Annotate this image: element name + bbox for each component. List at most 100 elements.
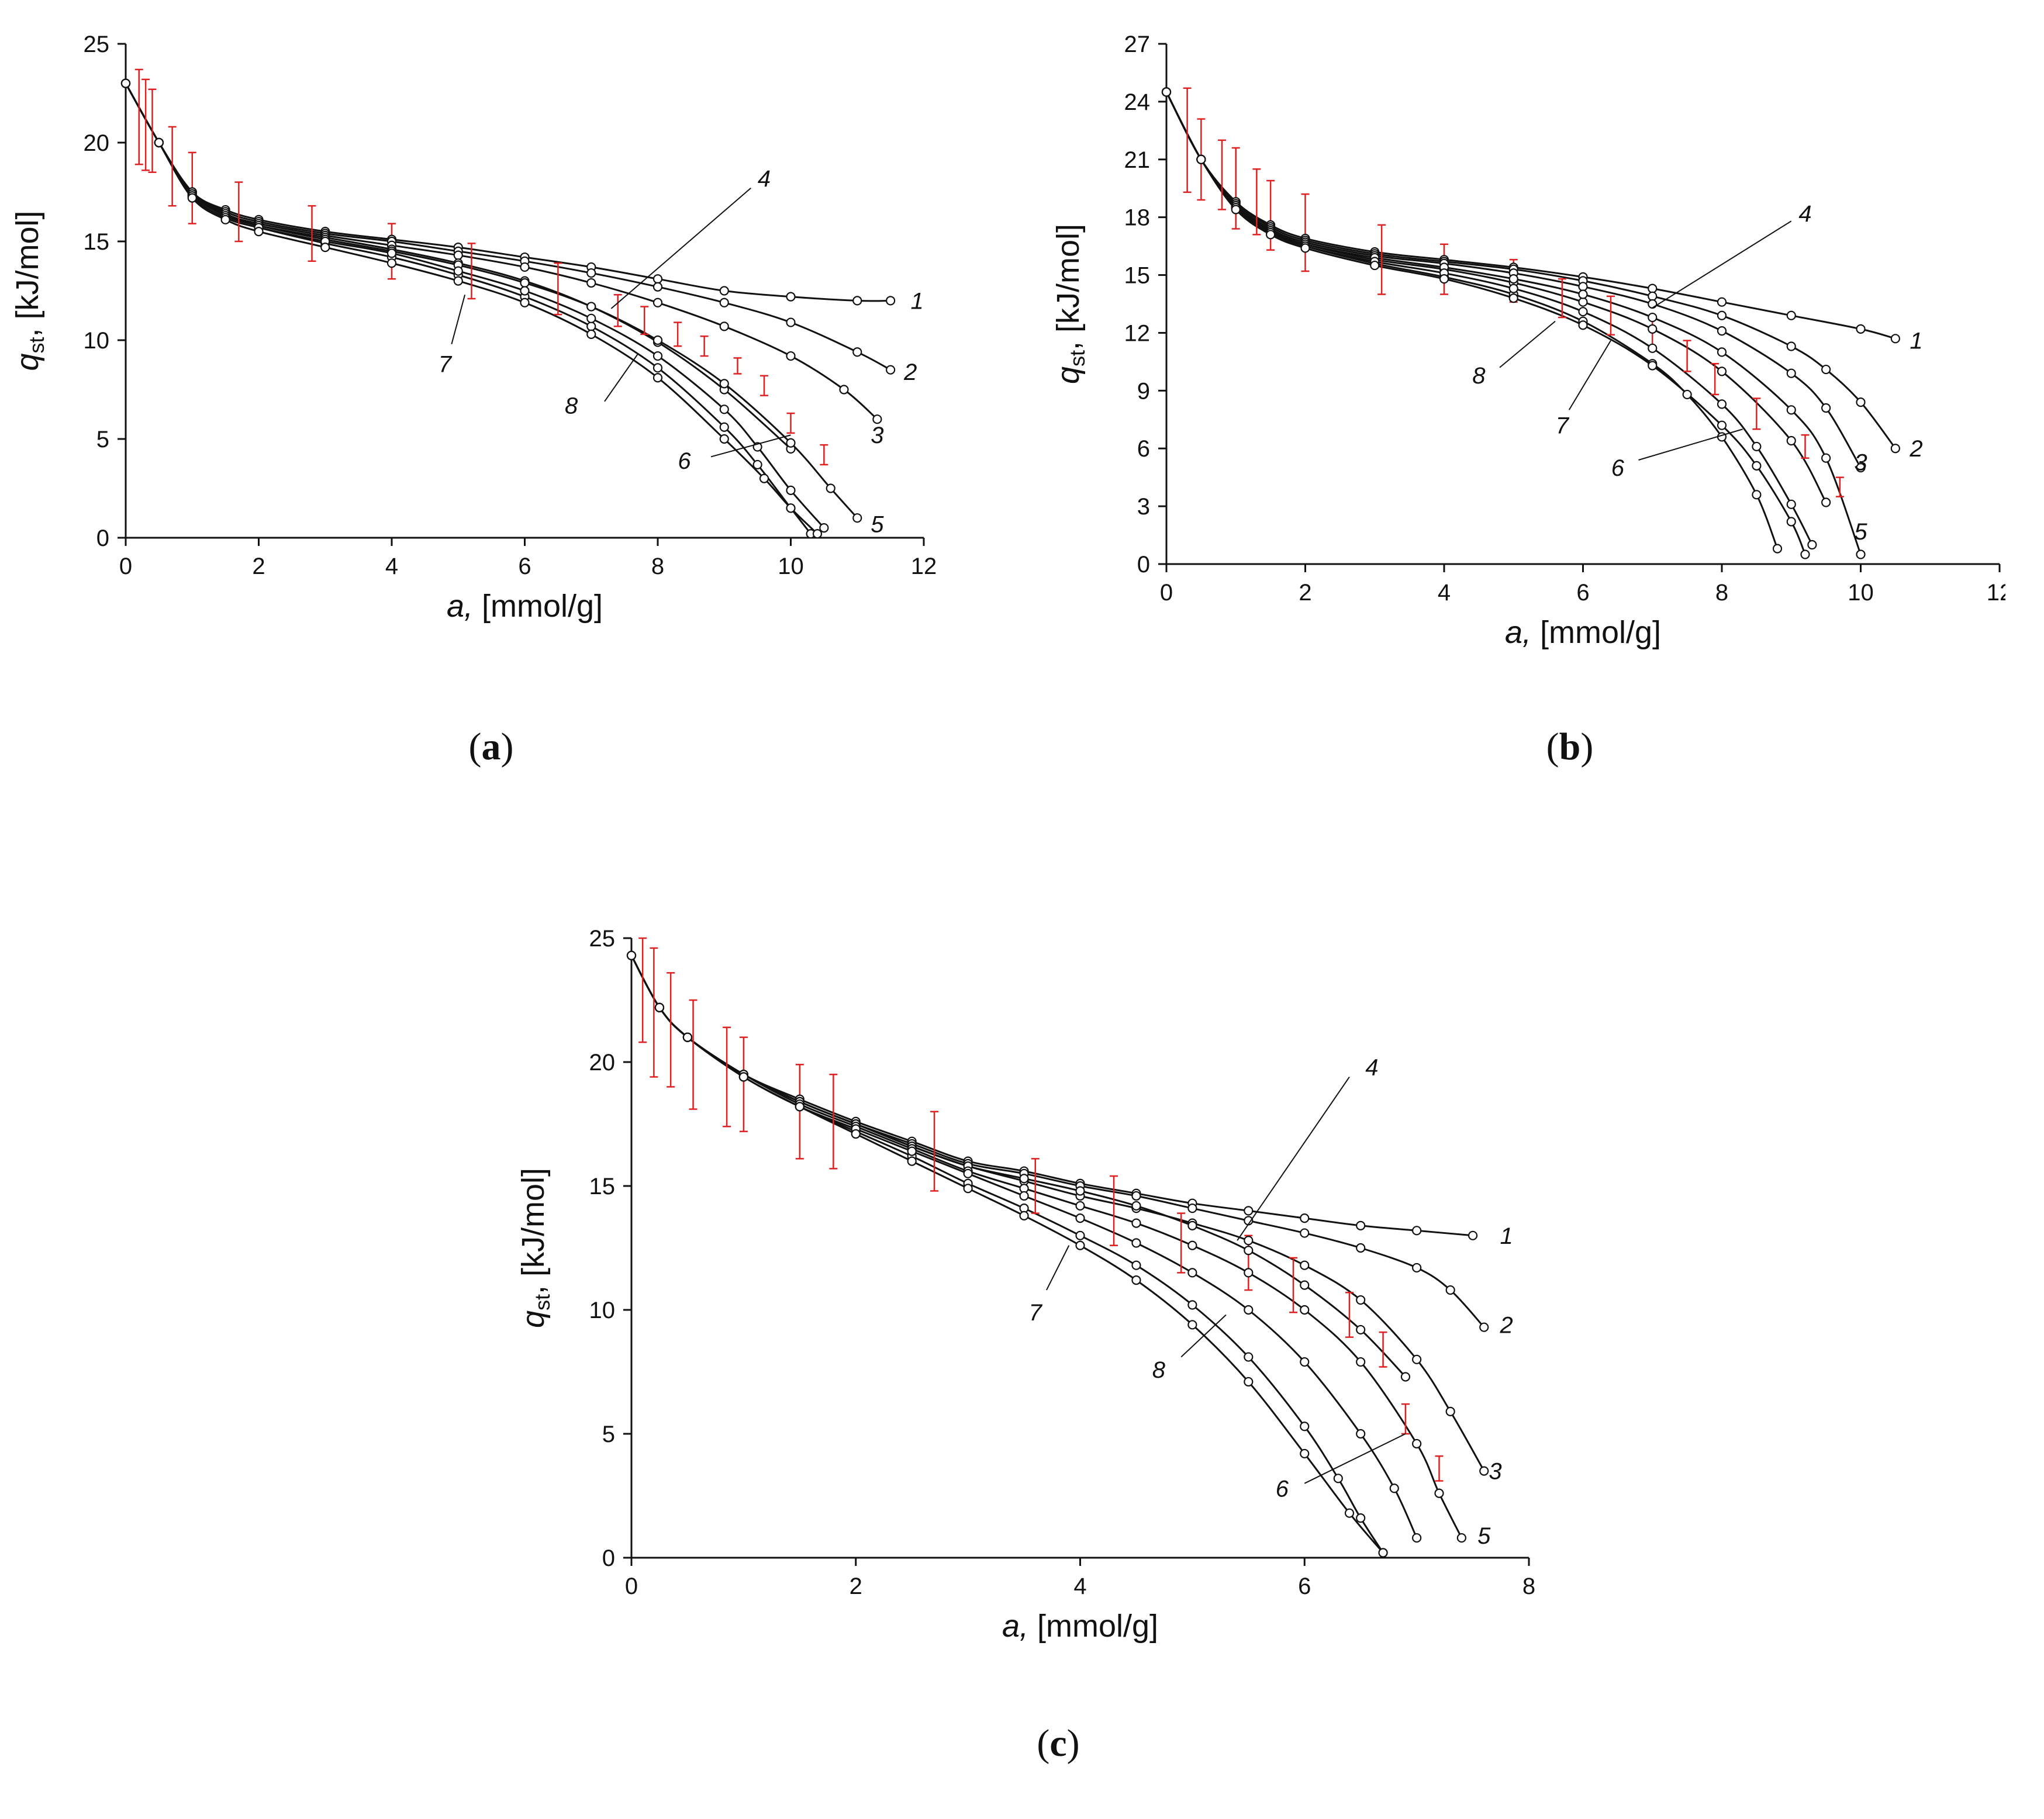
curve-label-3-b: 3 (1854, 449, 1867, 475)
curve-label-6-b: 6 (1611, 455, 1625, 481)
series-1-point-a (652, 274, 663, 284)
y-axis-title-b: qst, [kJ/mol] (1051, 224, 1089, 384)
series-5-point-c (1300, 1305, 1310, 1315)
leader-line-8-a (604, 354, 638, 402)
curve-label-5-b: 5 (1854, 519, 1867, 545)
x-tick-label-b: 0 (1160, 580, 1173, 606)
y-axis-title-sub-c: st (530, 1294, 554, 1310)
panel-label-a: (a) (468, 725, 514, 768)
x-axis-title-unit-a: [mmol/g] (473, 589, 603, 624)
series-4-point-c (1244, 1246, 1254, 1256)
error-bar-b (1607, 295, 1615, 336)
series-2-point-b (1890, 444, 1900, 454)
series-7-point-b (1752, 441, 1762, 452)
series-1-point-c (1300, 1213, 1310, 1223)
series-4-point-c (1300, 1280, 1310, 1290)
series-2-point-c (1479, 1322, 1489, 1332)
series-8-point-c (907, 1156, 917, 1166)
panel-label-c: (c) (1037, 1722, 1080, 1765)
error-bar-c (1110, 1175, 1118, 1247)
series-5-point-c (1075, 1201, 1085, 1211)
curve-label-2-b: 2 (1909, 436, 1922, 462)
x-tick-label-c: 2 (850, 1574, 862, 1599)
series-8-point-a (220, 215, 230, 224)
y-tick-label-a: 15 (84, 229, 110, 255)
series-8-point-a (652, 373, 663, 383)
leader-line-6-c (1304, 1433, 1406, 1484)
curve-label-4-a: 4 (758, 166, 771, 192)
series-7-point-a (719, 404, 729, 414)
x-tick-label-a: 12 (911, 554, 937, 579)
series-3-point-c (1244, 1236, 1254, 1246)
y-tick-label-c: 5 (602, 1422, 615, 1447)
series-7-point-a (819, 523, 829, 533)
series-6-point-b (1682, 389, 1692, 400)
series-7-point-c (1412, 1533, 1422, 1543)
series-5-point-c (1244, 1268, 1254, 1278)
series-5-point-c (1456, 1533, 1466, 1543)
error-bar-a (760, 375, 768, 396)
series-6-point-a (752, 459, 762, 470)
series-2-point-a (786, 317, 796, 327)
series-8-point-b (1439, 274, 1449, 284)
y-tick-label-c: 20 (589, 1050, 616, 1076)
leader-line-7-b (1568, 340, 1611, 410)
y-tick-label-b: 18 (1124, 205, 1151, 231)
error-bar-c (1345, 1292, 1354, 1338)
series-2-point-b (1856, 397, 1866, 407)
series-3-point-b (1578, 282, 1588, 292)
series-1-point-b (1890, 334, 1900, 344)
series-7-point-c (963, 1168, 973, 1178)
panel-label-b: (b) (1546, 725, 1594, 768)
x-axis-title-var-b: a, (1505, 615, 1531, 650)
series-8-point-a (586, 329, 596, 339)
x-tick-label-a: 4 (385, 554, 398, 579)
series-6-line-b (1165, 91, 1779, 549)
series-5-point-b (1821, 453, 1831, 463)
series-3-point-a (652, 298, 663, 307)
series-1-point-a (719, 286, 729, 296)
leader-line-8-c (1180, 1314, 1227, 1358)
series-8-point-b (1717, 420, 1727, 430)
leader-line-7-a (451, 295, 466, 345)
error-bar-b (1683, 340, 1691, 372)
series-8-point-c (1344, 1508, 1355, 1518)
leader-line-4-c (1237, 1076, 1350, 1241)
series-3-point-c (1412, 1354, 1422, 1364)
series-6-point-c (1300, 1422, 1310, 1431)
y-tick-label-b: 0 (1137, 552, 1150, 577)
series-7-line-b (1165, 91, 1813, 545)
error-bar-c (1289, 1257, 1298, 1313)
panel-label-a-letter: a (481, 725, 501, 768)
series-3-point-a (872, 414, 882, 424)
series-8-point-a (187, 193, 197, 203)
series-1-point-c (1468, 1230, 1478, 1240)
series-5-point-c (1131, 1218, 1141, 1228)
series-5-line-c (630, 955, 1463, 1538)
series-5-point-b (1786, 405, 1796, 415)
series-4-point-b (1578, 297, 1588, 307)
series-8-point-b (1800, 549, 1810, 559)
error-bar-b (1231, 147, 1240, 230)
curve-label-6-c: 6 (1276, 1476, 1289, 1502)
series-7-point-c (1389, 1483, 1399, 1493)
series-5-point-b (1856, 549, 1866, 559)
x-axis-title-var-c: a, (1002, 1609, 1028, 1644)
y-axis-title-c: qst, [kJ/mol] (516, 1168, 554, 1328)
series-7-point-c (1187, 1268, 1197, 1278)
x-tick-label-b: 10 (1848, 580, 1874, 606)
x-tick-label-c: 6 (1298, 1574, 1311, 1599)
series-2-point-c (1131, 1191, 1141, 1201)
series-8-point-a (453, 276, 463, 286)
x-axis-title-c: a, [mmol/g] (1002, 1609, 1158, 1644)
series-8-point-c (682, 1032, 693, 1042)
x-tick-label-a: 8 (651, 554, 664, 579)
series-8-point-c (851, 1129, 861, 1139)
error-bar-a (613, 294, 622, 327)
x-axis-title-b: a, [mmol/g] (1505, 615, 1661, 650)
error-bar-a (640, 306, 649, 336)
y-tick-label-c: 10 (589, 1298, 616, 1323)
series-7-point-c (1131, 1238, 1141, 1248)
x-axis-title-a: a, [mmol/g] (447, 589, 603, 624)
